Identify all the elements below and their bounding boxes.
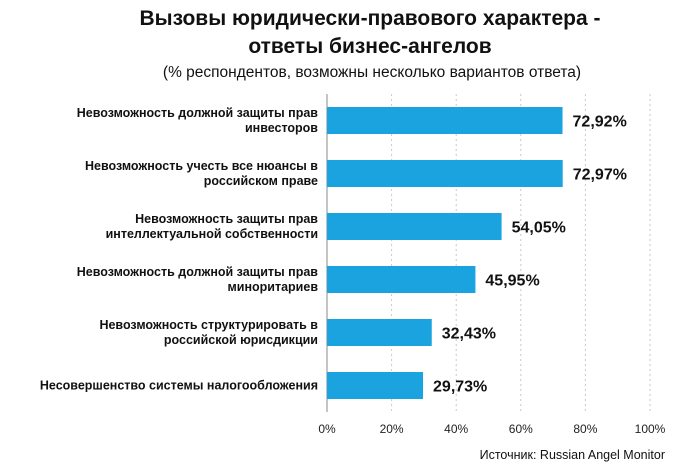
x-tick-label: 80% xyxy=(573,422,597,436)
bar xyxy=(327,319,432,346)
x-tick-label: 20% xyxy=(380,422,404,436)
gridlines xyxy=(326,94,651,412)
category-labels: Невозможность должной защиты правинвесто… xyxy=(40,106,318,393)
chart-title-line-1: Вызовы юридически-правового характера - xyxy=(139,7,600,30)
bar xyxy=(327,160,563,187)
chart-title-line-2: ответы бизнес-ангелов xyxy=(248,35,491,58)
category-label: Несовершенство системы налогообложения xyxy=(40,379,318,393)
category-label: инвесторов xyxy=(245,121,318,135)
category-label: российской юрисдикции xyxy=(164,333,318,347)
bar-value-label: 45,95% xyxy=(485,273,539,290)
category-label: Невозможность учесть все нюансы в xyxy=(85,159,318,173)
bar-value-label: 54,05% xyxy=(512,220,566,237)
x-axis-ticks: 0% 20% 40% 60% 80% 100% xyxy=(318,422,665,436)
category-label: Невозможность структурировать в xyxy=(99,318,318,332)
bars: 72,92% 72,97% 54,05% 45,95% 32,43% 29,73% xyxy=(327,107,627,399)
bar-value-label: 29,73% xyxy=(433,379,487,396)
x-tick-label: 60% xyxy=(509,422,533,436)
category-label: Невозможность должной защиты прав xyxy=(77,106,319,120)
x-tick-label: 100% xyxy=(635,422,666,436)
bar xyxy=(327,213,502,240)
x-tick-label: 0% xyxy=(318,422,336,436)
bar-value-label: 72,97% xyxy=(573,167,627,184)
bar-value-label: 72,92% xyxy=(573,114,627,131)
bar xyxy=(327,266,476,293)
source-note: Источник: Russian Angel Monitor xyxy=(480,448,665,462)
category-label: российском праве xyxy=(204,174,318,188)
chart-subtitle: (% респондентов, возможны несколько вари… xyxy=(163,64,581,81)
category-label: Невозможность должной защиты прав xyxy=(77,265,319,279)
category-label: Невозможность защиты прав xyxy=(135,212,318,226)
bar xyxy=(327,372,424,399)
x-tick-label: 40% xyxy=(444,422,468,436)
category-label: интеллектуальной собственности xyxy=(106,227,318,241)
bar-value-label: 32,43% xyxy=(442,326,496,343)
bar xyxy=(327,107,563,134)
category-label: миноритариев xyxy=(228,280,319,294)
